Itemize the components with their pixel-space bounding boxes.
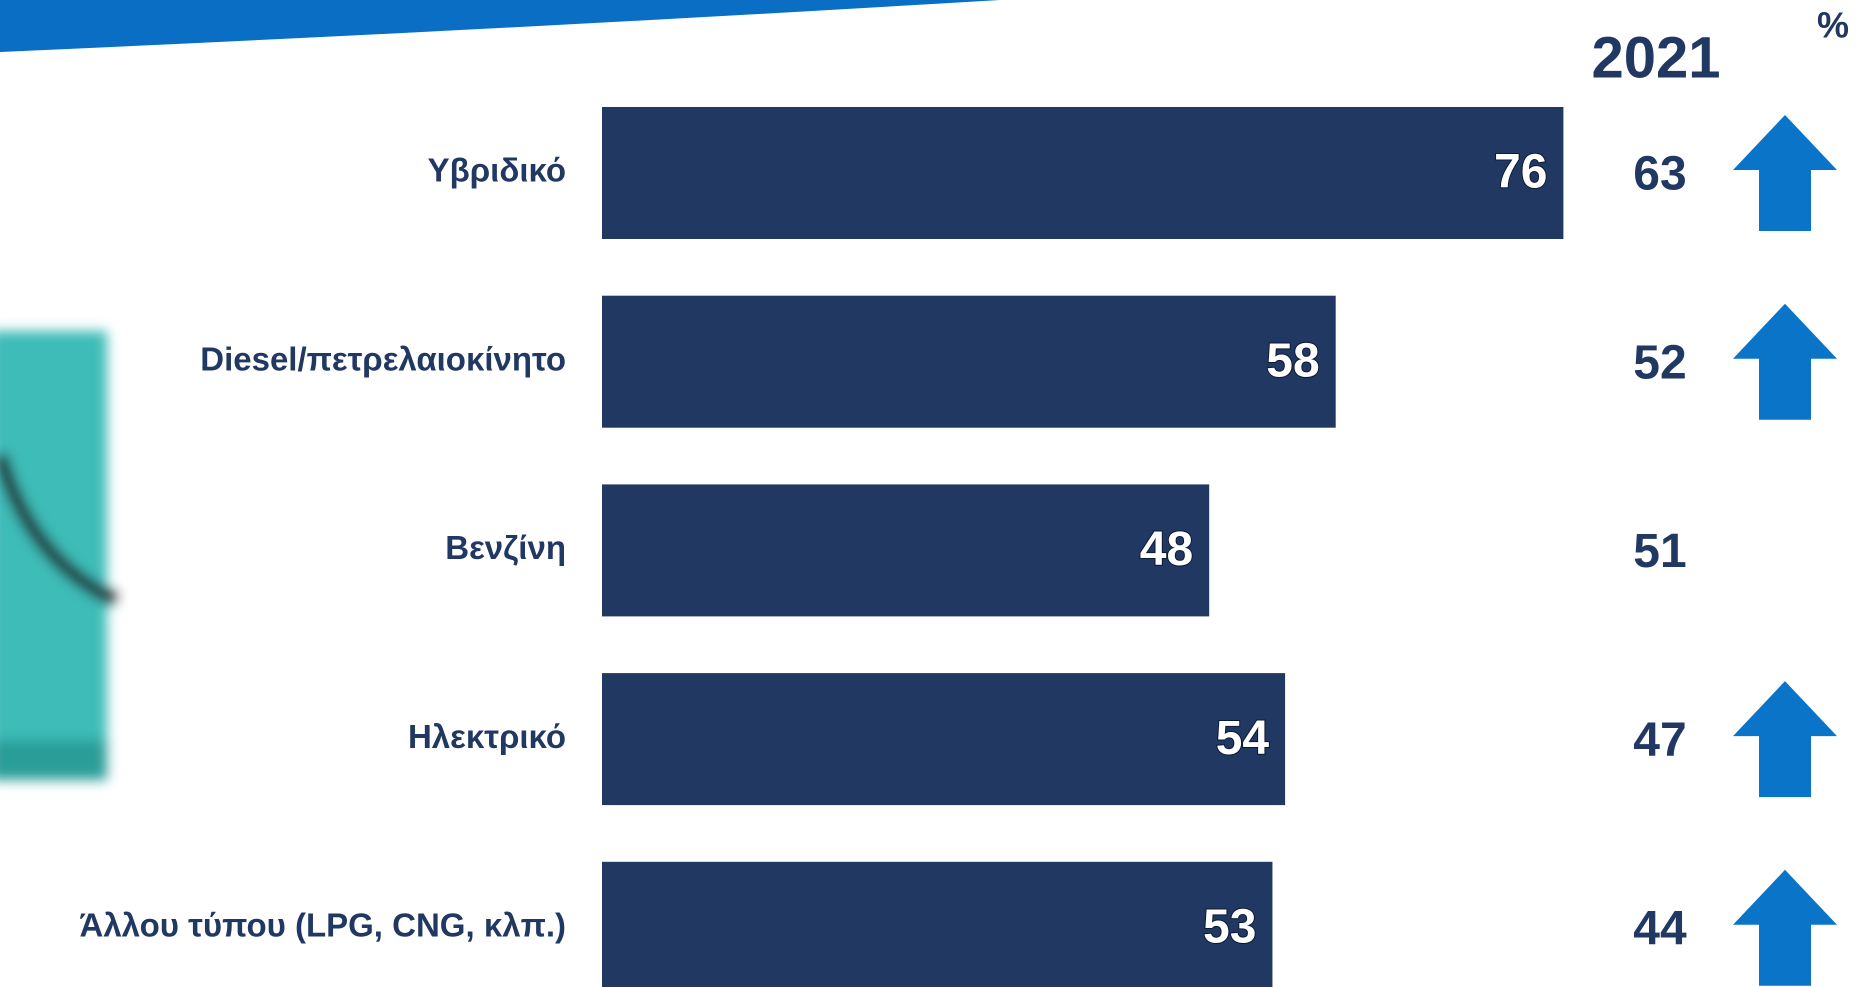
unit-label: % — [1817, 5, 1849, 46]
comparison-value: 51 — [1633, 525, 1686, 578]
value-label: 53 — [1203, 900, 1256, 953]
bar — [602, 673, 1286, 806]
category-label: Ηλεκτρικό — [408, 718, 566, 755]
comparison-value: 63 — [1633, 148, 1686, 201]
category-label: Βενζίνη — [445, 529, 566, 566]
value-label: 76 — [1494, 146, 1547, 199]
value-label: 54 — [1216, 712, 1270, 765]
comparison-value: 44 — [1633, 902, 1687, 955]
up-arrow — [1733, 681, 1837, 798]
up-arrow — [1733, 115, 1837, 231]
value-label: 58 — [1266, 334, 1319, 387]
up-arrow — [1733, 303, 1837, 420]
bar — [602, 861, 1273, 987]
category-label: Diesel/πετρελαιοκίνητο — [200, 340, 566, 377]
category-label: Υβριδικό — [428, 152, 566, 189]
comparison-value: 52 — [1633, 336, 1686, 389]
value-label: 48 — [1140, 523, 1193, 576]
bar — [602, 107, 1564, 239]
bar — [602, 295, 1336, 428]
bar — [602, 484, 1210, 617]
comparison-value: 47 — [1633, 714, 1686, 767]
comparison-header: 2021 — [1591, 25, 1720, 90]
category-label: Άλλου τύπου (LPG, CNG, κλπ.) — [80, 907, 567, 944]
up-arrow — [1733, 869, 1837, 986]
side-image — [0, 331, 118, 780]
header-swoosh — [0, 0, 1000, 52]
